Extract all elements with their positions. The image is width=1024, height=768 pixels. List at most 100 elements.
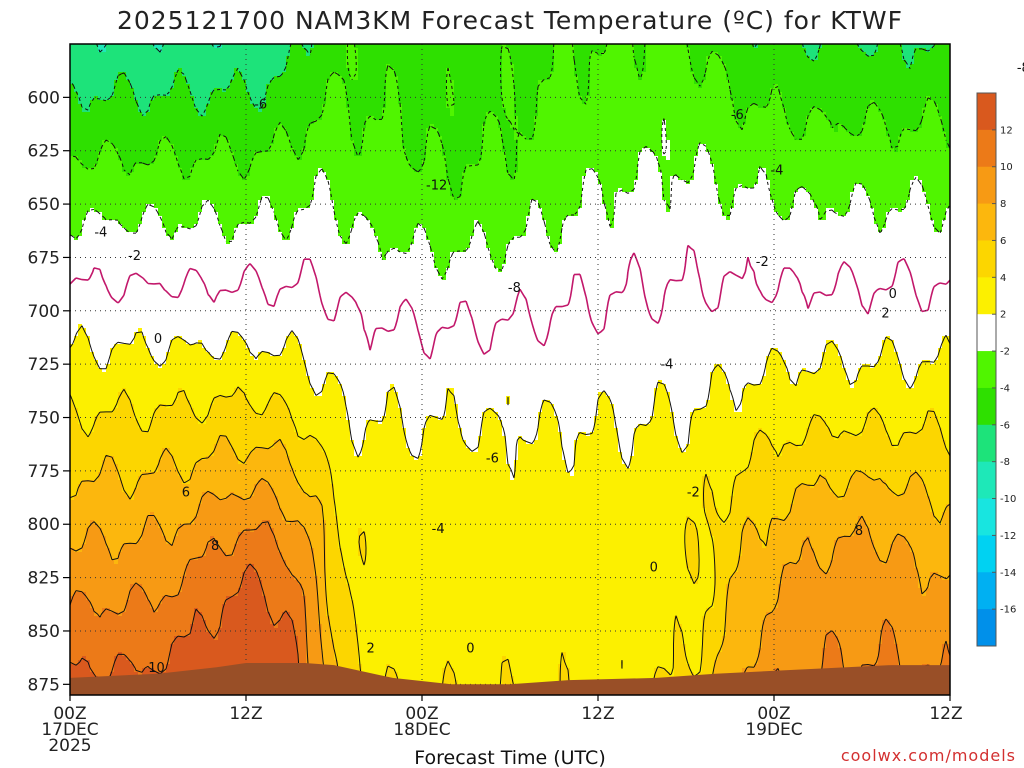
temperature-cell: [770, 348, 779, 353]
temperature-cell: [442, 416, 459, 421]
temperature-cell: [234, 492, 255, 497]
temperature-cell: [234, 236, 283, 241]
temperature-cell: [114, 560, 119, 565]
temperature-cell: [898, 148, 950, 153]
temperature-cell: [154, 160, 179, 165]
temperature-cell: [838, 644, 879, 649]
temperature-cell: [538, 84, 579, 89]
temperature-cell: [74, 400, 119, 405]
temperature-cell: [842, 660, 879, 665]
temperature-cell: [690, 664, 703, 669]
temperature-cell: [714, 548, 743, 553]
temperature-cell: [402, 132, 427, 137]
temperature-cell: [918, 568, 950, 573]
temperature-cell: [362, 152, 407, 157]
temperature-cell: [306, 436, 315, 441]
temperature-cell: [258, 572, 291, 577]
temperature-cell: [330, 196, 455, 201]
temperature-cell: [562, 228, 879, 233]
temperature-cell: [826, 424, 867, 429]
temperature-cell: [922, 184, 950, 189]
temperature-cell: [70, 476, 99, 481]
temperature-cell: [70, 60, 287, 65]
temperature-cell: [286, 564, 315, 569]
temperature-cell: [238, 540, 279, 545]
temperature-cell: [110, 608, 127, 613]
temperature-cell: [70, 464, 103, 469]
temperature-cell: [142, 220, 163, 225]
temperature-cell: [778, 516, 787, 521]
temperature-cell: [886, 128, 903, 133]
temperature-cell: [94, 428, 143, 433]
temperature-cell: [518, 164, 639, 169]
temperature-cell: [562, 456, 575, 461]
temperature-cell: [934, 516, 943, 521]
temperature-cell: [266, 600, 307, 605]
temperature-cell: [366, 216, 527, 221]
temperature-cell: [930, 48, 950, 53]
temperature-cell: [482, 144, 503, 149]
temperature-cell: [486, 112, 495, 117]
temperature-cell: [698, 572, 715, 577]
temperature-cell: [894, 444, 899, 449]
temperature-cell: [238, 224, 279, 229]
temperature-cell: [70, 424, 83, 429]
temperature-cell: [222, 44, 291, 49]
temperature-cell: [218, 140, 231, 145]
temperature-cell: [754, 444, 775, 449]
temperature-cell: [618, 448, 635, 453]
temperature-cell: [818, 216, 827, 221]
temperature-cell: [126, 608, 155, 613]
temperature-cell: [614, 192, 663, 197]
temperature-cell: [198, 340, 203, 345]
temperature-cell: [282, 440, 319, 445]
temperature-cell: [386, 408, 403, 413]
temperature-cell: [706, 508, 719, 513]
temperature-cell: [410, 452, 423, 457]
temperature-cell: [566, 656, 675, 661]
temperature-cell: [634, 188, 663, 193]
temperature-cell: [314, 196, 331, 201]
temperature-cell: [114, 664, 135, 669]
temperature-cell: [866, 116, 883, 121]
temperature-cell: [478, 440, 507, 445]
temperature-cell: [478, 160, 507, 165]
temperature-cell: [802, 136, 891, 141]
temperature-cell: [94, 520, 147, 525]
temperature-cell: [234, 448, 255, 453]
temperature-cell: [422, 160, 447, 165]
temperature-cell: [98, 360, 111, 365]
temperature-cell: [794, 132, 807, 137]
temperature-cell: [194, 464, 291, 469]
temperature-cell: [786, 116, 807, 121]
temperature-cell: [814, 556, 835, 561]
temperature-cell: [538, 428, 559, 433]
temperature-cell: [790, 376, 799, 381]
temperature-cell: [658, 156, 667, 161]
temperature-cell: [122, 164, 135, 169]
temperature-cell: [870, 200, 907, 205]
temperature-cell: [70, 596, 87, 601]
temperature-cell: [670, 200, 719, 205]
temperature-cell: [462, 172, 511, 177]
temperature-cell: [486, 120, 499, 125]
temperature-cell: [190, 628, 207, 633]
temperature-cell: [514, 84, 539, 89]
temperature-cell: [934, 220, 943, 225]
temperature-cell: [702, 644, 723, 649]
temperature-cell: [154, 96, 195, 101]
temperature-cell: [170, 348, 207, 353]
temperature-cell: [506, 460, 515, 465]
temperature-cell: [538, 200, 583, 205]
temperature-cell: [70, 76, 119, 81]
temperature-cell: [582, 196, 603, 201]
temperature-cell: [310, 380, 327, 385]
temperature-cell: [70, 592, 75, 597]
temperature-cell: [850, 380, 855, 385]
temperature-cell: [714, 600, 727, 605]
temperature-cell: [294, 576, 319, 581]
temperature-cell: [382, 420, 403, 425]
temperature-cell: [678, 620, 703, 625]
temperature-cell: [554, 408, 599, 413]
temperature-cell: [318, 600, 327, 605]
